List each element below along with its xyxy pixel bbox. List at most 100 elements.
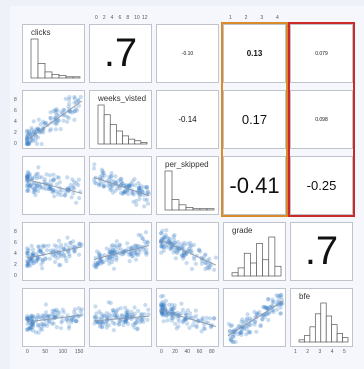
scatter-point bbox=[205, 265, 210, 270]
correlation-value: 0.17 bbox=[241, 112, 268, 127]
scatter-point bbox=[29, 128, 34, 133]
scatter-point bbox=[127, 312, 132, 317]
scatter-point bbox=[100, 260, 105, 265]
scatter-point bbox=[106, 323, 111, 328]
trend-line bbox=[227, 300, 284, 337]
scatter-point bbox=[71, 191, 76, 196]
scatter-point bbox=[61, 252, 66, 257]
scatter-point bbox=[231, 334, 236, 339]
histogram-panel-per_skipped: per_skipped bbox=[156, 156, 219, 215]
scatter-point bbox=[72, 307, 78, 312]
scatter-point bbox=[35, 183, 40, 188]
scatter-point bbox=[65, 119, 70, 124]
scatter-point bbox=[244, 327, 249, 332]
scatter-point bbox=[52, 243, 57, 248]
scatter-point bbox=[266, 311, 271, 316]
scatter-point bbox=[25, 140, 30, 145]
scatter-point bbox=[135, 326, 140, 331]
scatter-svg bbox=[24, 165, 83, 205]
scatter-point bbox=[146, 191, 151, 196]
scatter-point bbox=[115, 313, 120, 318]
scatter-point bbox=[98, 257, 103, 263]
scatter-point bbox=[30, 322, 36, 327]
scatter-point bbox=[79, 307, 84, 312]
scatter-point bbox=[181, 254, 186, 259]
scatter-point bbox=[100, 173, 105, 178]
scatter-point bbox=[140, 236, 145, 241]
scatter-point bbox=[77, 241, 82, 246]
scatter-point bbox=[181, 250, 186, 255]
left-tick-label: 2 bbox=[14, 130, 17, 136]
scatter-point bbox=[31, 181, 37, 186]
scatter-point bbox=[64, 317, 70, 322]
scatter-point bbox=[24, 258, 30, 264]
scatter-point bbox=[46, 320, 51, 325]
scatter-point bbox=[43, 313, 48, 318]
scatter-point bbox=[38, 249, 43, 254]
scatter-point bbox=[192, 257, 197, 262]
scatter-point bbox=[189, 248, 194, 253]
scatter-point bbox=[108, 187, 113, 192]
scatter-point bbox=[159, 311, 164, 316]
scatter-point bbox=[238, 330, 243, 335]
scatter-point bbox=[30, 247, 36, 252]
scatter-point bbox=[173, 256, 178, 261]
scatter-point bbox=[37, 185, 43, 190]
scatter-point bbox=[64, 317, 69, 322]
scatter-point bbox=[159, 301, 164, 306]
scatter-point bbox=[174, 326, 179, 331]
correlation-panel: 0.13 bbox=[223, 24, 286, 83]
scatter-point bbox=[271, 299, 276, 304]
histogram-panel-clicks: clicks bbox=[22, 24, 85, 83]
scatter-point bbox=[97, 258, 102, 263]
scatter-point bbox=[102, 314, 107, 319]
scatter-point bbox=[182, 240, 187, 245]
scatter-point bbox=[47, 186, 52, 191]
scatter-point bbox=[52, 194, 57, 199]
scatter-point bbox=[134, 316, 139, 321]
scatter-point bbox=[118, 176, 123, 182]
scatter-point bbox=[159, 294, 164, 299]
scatter-point bbox=[159, 303, 164, 308]
scatter-point bbox=[129, 250, 135, 255]
scatter-point bbox=[38, 326, 43, 332]
scatter-point bbox=[61, 310, 66, 315]
scatter-point bbox=[25, 129, 30, 134]
scatter-point bbox=[77, 195, 82, 201]
scatter-point bbox=[65, 114, 70, 119]
scatter-point bbox=[161, 312, 166, 317]
scatter-point bbox=[110, 257, 116, 262]
scatter-point bbox=[36, 117, 41, 122]
scatter-point bbox=[170, 308, 175, 314]
scatter-point bbox=[115, 307, 120, 312]
histogram-bar bbox=[30, 38, 39, 79]
scatter-point bbox=[176, 319, 181, 324]
scatter-panel bbox=[156, 288, 219, 347]
scatter-point bbox=[50, 253, 55, 258]
scatter-point bbox=[143, 250, 148, 255]
scatter-point bbox=[36, 244, 41, 249]
scatter-point bbox=[36, 323, 41, 328]
scatter-point bbox=[162, 302, 167, 307]
scatter-point bbox=[31, 190, 36, 195]
scatter-point bbox=[119, 247, 124, 252]
scatter-point bbox=[229, 323, 235, 328]
histogram-bar bbox=[97, 104, 105, 145]
correlation-value: -0.10 bbox=[181, 50, 194, 57]
scatter-point bbox=[116, 245, 121, 250]
scatter-point bbox=[135, 243, 140, 248]
histogram-bar bbox=[237, 267, 245, 277]
scatter-point bbox=[130, 254, 135, 259]
scatter-point bbox=[48, 187, 53, 192]
scatter-point bbox=[159, 244, 164, 249]
scatter-point bbox=[27, 171, 32, 176]
scatter-point bbox=[46, 313, 51, 318]
scatter-point bbox=[34, 184, 39, 189]
scatter-point bbox=[182, 243, 187, 248]
scatter-point bbox=[107, 184, 113, 190]
correlation-value: 0.098 bbox=[315, 116, 328, 123]
scatter-point bbox=[24, 137, 30, 142]
trend-line bbox=[26, 314, 83, 323]
scatter-point bbox=[98, 174, 103, 179]
scatter-point bbox=[32, 186, 37, 191]
